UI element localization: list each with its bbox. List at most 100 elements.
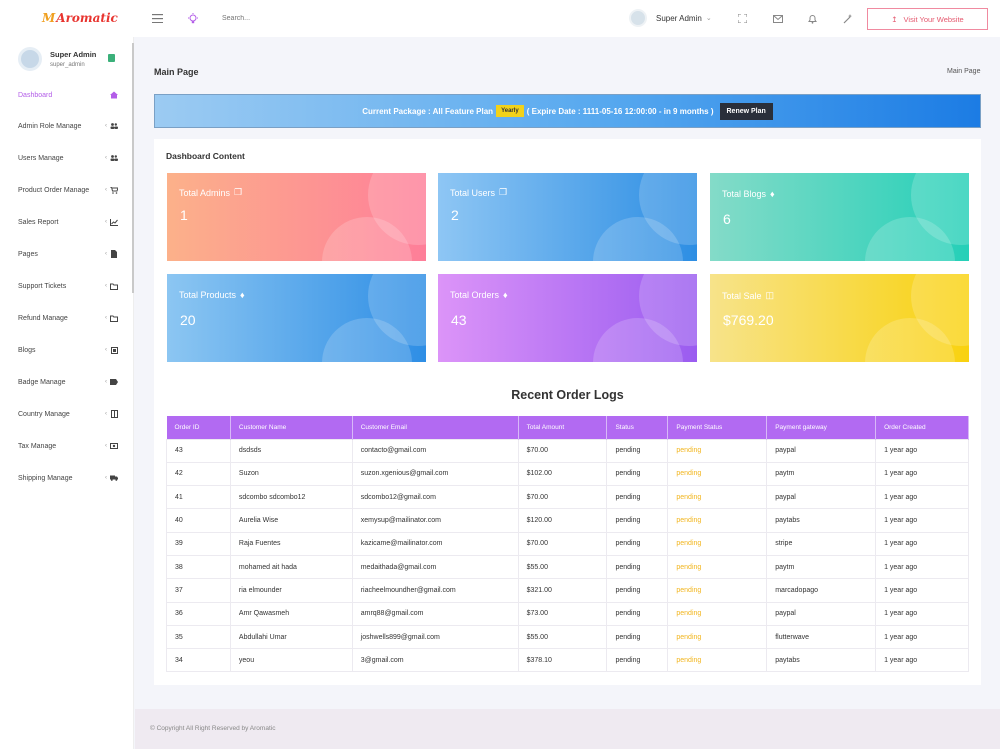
sidebar-item-label: Country Manage <box>18 410 70 418</box>
column-header[interactable]: Order ID <box>166 416 231 439</box>
table-row[interactable]: 41 sdcombo sdcombo12 sdcombo12@gmail.com $7… <box>166 485 969 510</box>
order-created-cell: 1 year ago <box>875 624 969 650</box>
customer-email-cell: joshwells899@gmail.com <box>351 624 519 650</box>
stat-value: 20 <box>180 312 196 328</box>
table-row[interactable]: 40 Aurelia Wise xemysup@mailinator.com $120… <box>166 508 969 533</box>
customer-name-cell: Suzon <box>229 461 353 487</box>
payment-gateway-cell: paytabs <box>766 648 877 673</box>
home-icon <box>110 91 118 99</box>
sidebar-item-label: Badge Manage <box>18 378 66 386</box>
sidebar-profile[interactable]: Super Admin super_admin <box>18 47 96 71</box>
dashboard-panel: Dashboard Content Total Admins ❐ 1 Total … <box>154 139 981 685</box>
stat-value: 6 <box>723 211 731 227</box>
stat-value: 1 <box>180 207 188 223</box>
table-row[interactable]: 42 Suzon suzon.xgenious@gmail.com $102.00 pe… <box>166 461 969 487</box>
sidebar-item-product-order[interactable]: Product Order Manage ‹ <box>18 183 118 197</box>
chevron-down-icon: ⌄ <box>705 15 712 22</box>
users-icon <box>110 122 118 130</box>
payment-gateway-cell: paytabs <box>766 508 877 533</box>
payment-status-cell: pending <box>667 601 768 626</box>
orders-table: Order ID Customer Name Customer Email To… <box>166 416 969 673</box>
sidebar-item-badge[interactable]: Badge Manage ‹ <box>18 375 118 389</box>
sidebar-item-users[interactable]: Users Manage ‹ <box>18 151 118 165</box>
table-row[interactable]: 36 Amr Qawasmeh amrq88@gmail.com $73.00 pend… <box>166 601 969 626</box>
sidebar-item-refund[interactable]: Refund Manage ‹ <box>18 311 118 325</box>
chevron-left-icon: ‹ <box>105 155 107 161</box>
sidebar-item-dashboard[interactable]: Dashboard <box>18 88 118 102</box>
column-header[interactable]: Order Created <box>875 416 969 439</box>
sidebar-item-shipping[interactable]: Shipping Manage ‹ <box>18 471 118 485</box>
column-header[interactable]: Payment gateway <box>766 416 877 439</box>
fullscreen-icon[interactable] <box>736 12 749 25</box>
user-menu[interactable]: Super Admin ⌄ <box>629 9 712 27</box>
chevron-left-icon: ‹ <box>105 411 107 417</box>
diamond-icon: ♦ <box>770 189 775 199</box>
payment-status-cell: pending <box>667 624 768 650</box>
logo-text: Aromatic <box>56 11 118 25</box>
breadcrumb[interactable]: Main Page <box>947 68 981 75</box>
table-row[interactable]: 34 yeou 3@gmail.com $378.10 pending pending pa… <box>166 648 969 673</box>
customer-email-cell: contacto@gmail.com <box>351 438 519 463</box>
status-cell: pending <box>606 601 669 626</box>
sidebar-item-admin-role[interactable]: Admin Role Manage ‹ <box>18 119 118 133</box>
menu-icon[interactable] <box>151 12 164 25</box>
app-logo[interactable]: MAromatic <box>42 11 118 25</box>
column-header[interactable]: Customer Email <box>352 416 519 439</box>
sidebar-item-country[interactable]: Country Manage ‹ <box>18 407 118 421</box>
profile-name: Super Admin <box>50 50 97 59</box>
stat-label: Total Blogs <box>722 189 767 199</box>
customer-name-cell: Raja Fuentes <box>229 531 353 556</box>
status-cell: pending <box>606 508 669 533</box>
sidebar-scrollbar[interactable] <box>132 43 134 293</box>
sidebar-item-label: Sales Report <box>18 218 59 226</box>
logo-mark: M <box>42 11 56 25</box>
sidebar-item-blogs[interactable]: Blogs ‹ <box>18 343 118 357</box>
mail-icon[interactable] <box>771 12 784 25</box>
table-row[interactable]: 37 ria elmounder riacheelmoundher@gmail.co… <box>166 578 969 603</box>
chevron-left-icon: ‹ <box>105 475 107 481</box>
column-header[interactable]: Customer Name <box>230 416 353 439</box>
table-row[interactable]: 39 Raja Fuentes kazicame@mailinator.com $70… <box>166 531 969 556</box>
dashboard-title: Dashboard Content <box>166 151 245 161</box>
sidebar-item-label: Pages <box>18 250 38 258</box>
table-row[interactable]: 43 dsdsds contacto@gmail.com $70.00 pending p… <box>166 438 969 463</box>
order-created-cell: 1 year ago <box>875 578 969 603</box>
renew-plan-button[interactable]: Renew Plan <box>719 102 773 120</box>
total-amount-cell: $70.00 <box>517 531 608 556</box>
customer-email-cell: sdcombo12@gmail.com <box>351 485 519 510</box>
payment-gateway-cell: paytm <box>766 554 877 580</box>
sidebar-item-pages[interactable]: Pages ‹ <box>18 247 118 261</box>
folder-icon <box>110 282 118 290</box>
sidebar-item-support-tickets[interactable]: Support Tickets ‹ <box>18 279 118 293</box>
payment-gateway-cell: paypal <box>766 485 877 510</box>
payment-status-cell: pending <box>667 578 768 603</box>
order-created-cell: 1 year ago <box>875 554 969 580</box>
total-amount-cell: $55.00 <box>517 624 608 650</box>
column-header[interactable]: Status <box>606 416 669 439</box>
cart-icon <box>110 186 118 194</box>
sidebar-item-tax[interactable]: Tax Manage ‹ <box>18 439 118 453</box>
sidebar-item-sales-report[interactable]: Sales Report ‹ <box>18 215 118 229</box>
column-header[interactable]: Payment Status <box>667 416 768 439</box>
visit-website-button[interactable]: ↥ Visit Your Website <box>867 8 988 30</box>
truck-icon <box>110 474 118 482</box>
copy-icon: ❐ <box>499 187 508 197</box>
bell-icon[interactable] <box>806 12 819 25</box>
order-created-cell: 1 year ago <box>875 461 969 487</box>
column-header[interactable]: Total Amount <box>518 416 608 439</box>
table-row[interactable]: 38 mohamed ait hada medaithada@gmail.com $5… <box>166 554 969 580</box>
customer-name-cell: sdcombo sdcombo12 <box>229 485 353 510</box>
table-row[interactable]: 35 Abdullahi Umar joshwells899@gmail.com $5… <box>166 624 969 650</box>
total-amount-cell: $73.00 <box>517 601 608 626</box>
payment-gateway-cell: paypal <box>766 601 877 626</box>
bulb-icon[interactable] <box>186 12 199 25</box>
online-badge <box>108 54 115 62</box>
diamond-icon: ♦ <box>240 290 245 300</box>
magic-icon[interactable] <box>841 12 854 25</box>
customer-email-cell: medaithada@gmail.com <box>351 554 519 580</box>
search-input[interactable] <box>214 6 324 30</box>
customer-email-cell: amrq88@gmail.com <box>351 601 519 626</box>
customer-name-cell: dsdsds <box>229 438 353 463</box>
status-cell: pending <box>606 554 669 580</box>
table-header-row: Order ID Customer Name Customer Email To… <box>166 416 969 439</box>
